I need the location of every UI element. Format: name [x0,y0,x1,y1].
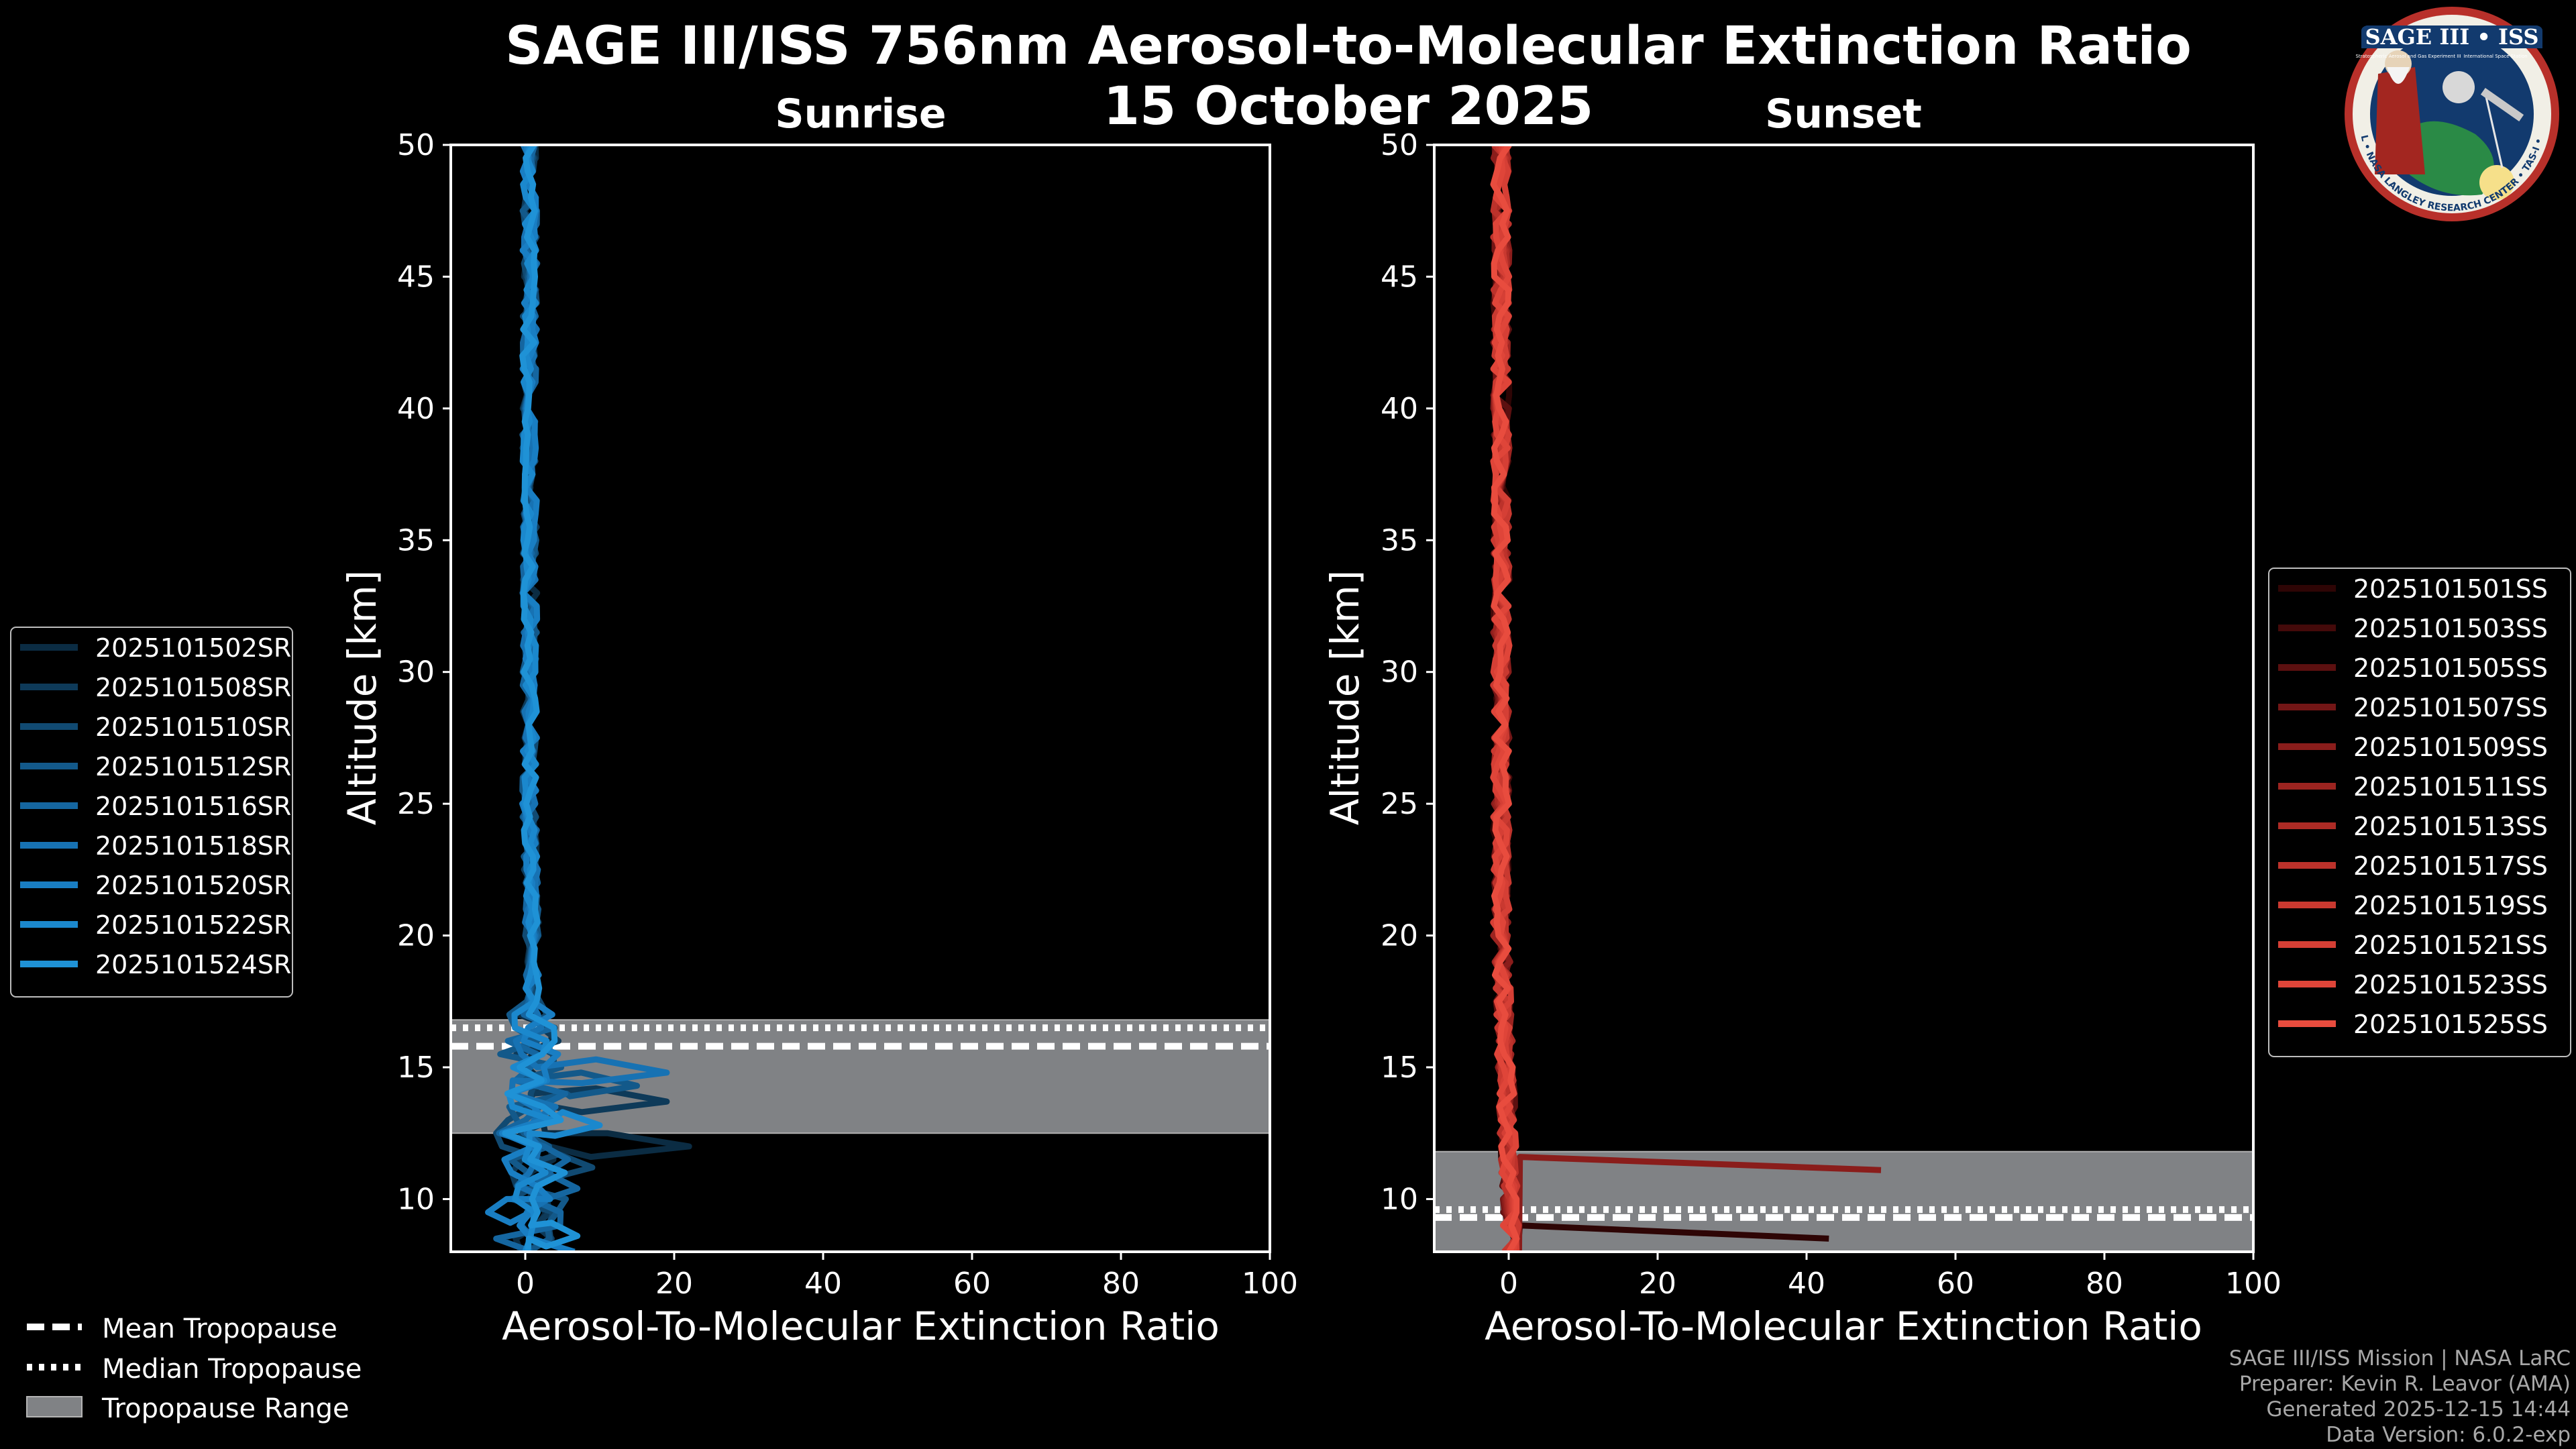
plot-area [1434,145,2253,1252]
legend-label-2025101510SR: 2025101510SR [95,712,291,742]
x-tick-label: 40 [1788,1267,1825,1301]
y-tick-label: 40 [1381,392,1418,426]
legend-label-2025101518SR: 2025101518SR [95,831,291,861]
badge-subtitle-1: Stratospheric Aerosol and Gas Experiment… [2355,54,2461,59]
y-tick-label: 35 [1381,523,1418,557]
legend-label-2025101519SS: 2025101519SS [2353,891,2548,920]
sunrise-xlabel: Aerosol-To-Molecular Extinction Ratio [502,1303,1220,1349]
y-tick-label: 25 [1381,787,1418,821]
y-tick-label: 15 [1381,1051,1418,1085]
sunset-legend: 2025101501SS 2025101503SS 2025101505SS 2025… [2268,568,2571,1057]
plot-area [451,145,1270,1252]
y-tick-label: 15 [397,1051,435,1085]
legend-label-2025101522SR: 2025101522SR [95,910,291,940]
x-tick-label: 80 [1102,1267,1140,1301]
x-tick-label: 20 [1639,1267,1676,1301]
legend-label-2025101502SR: 2025101502SR [95,633,291,663]
tropopause-range-label: Tropopause Range [101,1393,350,1424]
y-tick-label: 50 [1381,128,1418,162]
footer-version: Data Version: 6.0.2-exp [2326,1423,2571,1447]
legend-label-2025101503SS: 2025101503SS [2353,614,2548,643]
footer-mission: SAGE III/ISS Mission | NASA LaRC [2229,1346,2571,1371]
footer-generated: Generated 2025-12-15 14:44 [2266,1397,2571,1421]
legend-label-2025101508SR: 2025101508SR [95,673,291,702]
figure-title: SAGE III/ISS 756nm Aerosol-to-Molecular … [505,16,2192,76]
axes-frame [449,144,1271,1253]
tropopause-legend: Mean Tropopause Median Tropopause Tropop… [26,1313,362,1424]
y-tick-label: 35 [397,523,435,557]
y-tick-label: 40 [397,392,435,426]
x-tick-label: 60 [953,1267,991,1301]
y-tick-label: 30 [1381,655,1418,690]
axes-frame [1433,144,2255,1253]
legend-label-2025101523SS: 2025101523SS [2353,970,2548,1000]
x-tick-label: 100 [2225,1267,2282,1301]
legend-label-2025101509SS: 2025101509SS [2353,733,2548,762]
legend-label-2025101516SR: 2025101516SR [95,792,291,821]
sunset-xlabel: Aerosol-To-Molecular Extinction Ratio [1485,1303,2202,1349]
sunrise-legend: 2025101502SR 2025101508SR 2025101510SR 2025… [10,627,293,998]
footer: SAGE III/ISS Mission | NASA LaRC Prepare… [2229,1346,2571,1447]
legend-box [2268,568,2571,1057]
y-tick-label: 20 [397,919,435,953]
sunrise-panel-title: Sunrise [775,91,946,138]
sunrise-plot: 0 20 40 60 80 100 10 15 20 25 30 35 40 45 50 [397,128,1298,1301]
badge-subtitle-2: International Space Station [2463,54,2527,59]
legend-label-2025101521SS: 2025101521SS [2353,930,2548,960]
sunset-plot: 0 20 40 60 80 100 10 15 20 25 30 35 40 45 50 [1381,128,2282,1301]
y-tick-label: 20 [1381,919,1418,953]
profile-line-2025101524SR [502,145,581,1252]
legend-label-2025101520SR: 2025101520SR [95,871,291,900]
x-tick-label: 40 [804,1267,842,1301]
legend-box [10,627,293,998]
y-tick-label: 10 [1381,1182,1418,1216]
badge-title: SAGE III • ISS [2365,24,2539,50]
y-tick-label: 30 [397,655,435,690]
legend-label-2025101512SR: 2025101512SR [95,752,291,782]
figure-subtitle: 15 October 2025 [1104,76,1594,137]
legend-label-2025101517SS: 2025101517SS [2353,851,2548,881]
profile-line-2025101525SS [1490,145,1520,1252]
legend-label-2025101525SS: 2025101525SS [2353,1010,2548,1039]
legend-label-2025101505SS: 2025101505SS [2353,653,2548,683]
x-tick-label: 0 [1499,1267,1518,1301]
x-tick-label: 60 [1937,1267,1974,1301]
legend-label-2025101511SS: 2025101511SS [2353,772,2548,802]
y-tick-label: 25 [397,787,435,821]
x-tick-label: 20 [655,1267,693,1301]
y-tick-label: 45 [397,260,435,294]
median-tropopause-label: Median Tropopause [102,1354,362,1385]
legend-label-2025101507SS: 2025101507SS [2353,693,2548,722]
y-tick-label: 10 [397,1182,435,1216]
x-tick-label: 100 [1242,1267,1298,1301]
tropopause-range-swatch [26,1396,83,1417]
legend-label-2025101501SS: 2025101501SS [2353,574,2548,604]
sunset-ylabel: Altitude [km] [1322,570,1368,825]
legend-label-2025101524SR: 2025101524SR [95,950,291,979]
mean-tropopause-label: Mean Tropopause [102,1313,337,1344]
footer-preparer: Preparer: Kevin R. Leavor (AMA) [2239,1372,2571,1396]
y-tick-label: 50 [397,128,435,162]
x-tick-label: 80 [2086,1267,2123,1301]
legend-label-2025101513SS: 2025101513SS [2353,812,2548,841]
sunrise-ylabel: Altitude [km] [339,570,385,825]
x-tick-label: 0 [516,1267,535,1301]
y-tick-label: 45 [1381,260,1418,294]
sunset-panel-title: Sunset [1765,91,1922,138]
